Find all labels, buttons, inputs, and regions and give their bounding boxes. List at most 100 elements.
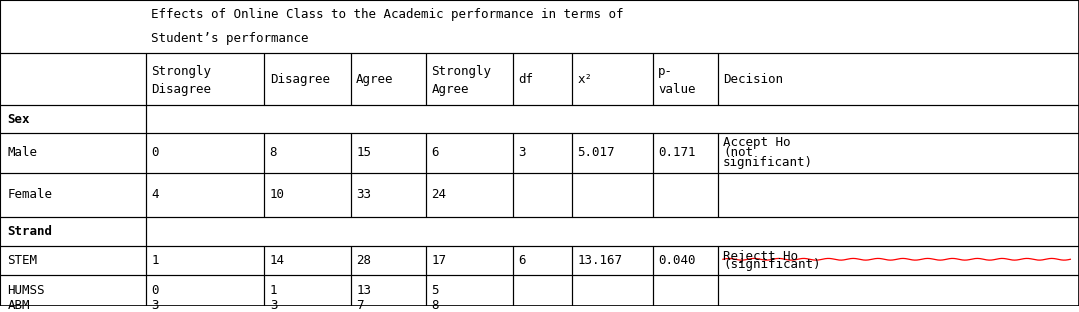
Bar — [0, 105, 146, 133]
Bar — [718, 173, 1079, 217]
Bar — [513, 173, 572, 217]
Bar — [146, 217, 1079, 246]
Bar — [146, 53, 264, 105]
Bar — [653, 133, 718, 173]
Bar — [264, 53, 351, 105]
Text: Strand: Strand — [8, 225, 53, 238]
Text: Decision: Decision — [723, 73, 783, 86]
Bar — [146, 246, 264, 275]
Text: Strongly: Strongly — [151, 65, 211, 78]
Text: 8: 8 — [432, 299, 439, 312]
Bar — [653, 53, 718, 105]
Bar — [351, 133, 426, 173]
Text: Female: Female — [8, 188, 53, 201]
Text: 14: 14 — [270, 254, 285, 267]
Text: Disagree: Disagree — [151, 83, 211, 96]
Text: 6: 6 — [432, 146, 439, 159]
Text: Rejectt Ho: Rejectt Ho — [723, 250, 798, 263]
Bar — [718, 275, 1079, 305]
Text: 4: 4 — [151, 188, 159, 201]
Text: 6: 6 — [518, 254, 525, 267]
Bar — [146, 275, 264, 305]
Text: 5: 5 — [432, 284, 439, 297]
Bar — [426, 53, 513, 105]
Bar — [351, 173, 426, 217]
Bar — [426, 246, 513, 275]
Bar — [351, 246, 426, 275]
Bar — [653, 173, 718, 217]
Text: 1: 1 — [270, 284, 277, 297]
Bar — [0, 246, 146, 275]
Text: 13.167: 13.167 — [577, 254, 623, 267]
Text: Disagree: Disagree — [270, 73, 330, 86]
Text: 3: 3 — [518, 146, 525, 159]
Bar — [0, 173, 146, 217]
Text: 33: 33 — [356, 188, 371, 201]
Bar — [513, 246, 572, 275]
Bar — [572, 53, 653, 105]
Text: 28: 28 — [356, 254, 371, 267]
Bar — [264, 173, 351, 217]
Text: 24: 24 — [432, 188, 447, 201]
Text: Male: Male — [8, 146, 38, 159]
Text: 13: 13 — [356, 284, 371, 297]
Bar — [426, 173, 513, 217]
Bar — [0, 53, 146, 105]
Text: Sex: Sex — [8, 113, 30, 126]
Text: HUMSS: HUMSS — [8, 284, 45, 297]
Bar — [572, 133, 653, 173]
Bar — [513, 53, 572, 105]
Bar — [0, 275, 146, 305]
Text: significant): significant) — [723, 156, 812, 169]
Bar — [572, 275, 653, 305]
Bar — [264, 275, 351, 305]
Text: STEM: STEM — [8, 254, 38, 267]
Bar — [426, 275, 513, 305]
Text: Agree: Agree — [432, 83, 469, 96]
Text: Agree: Agree — [356, 73, 394, 86]
Text: (significant): (significant) — [723, 258, 820, 271]
Text: ABM: ABM — [8, 299, 30, 312]
Bar — [653, 246, 718, 275]
Text: 3: 3 — [270, 299, 277, 312]
Text: 0.040: 0.040 — [658, 254, 696, 267]
Text: 0: 0 — [151, 146, 159, 159]
Bar — [351, 275, 426, 305]
Bar — [0, 217, 146, 246]
Bar — [146, 105, 1079, 133]
Text: 8: 8 — [270, 146, 277, 159]
Text: 17: 17 — [432, 254, 447, 267]
Text: value: value — [658, 83, 696, 96]
Bar — [513, 133, 572, 173]
Text: 10: 10 — [270, 188, 285, 201]
Text: df: df — [518, 73, 533, 86]
Bar — [718, 53, 1079, 105]
Text: x²: x² — [577, 73, 592, 86]
Text: 15: 15 — [356, 146, 371, 159]
Text: Strongly: Strongly — [432, 65, 492, 78]
Bar — [572, 173, 653, 217]
Bar — [264, 246, 351, 275]
Text: (not: (not — [723, 146, 753, 159]
Bar — [426, 133, 513, 173]
Text: 3: 3 — [151, 299, 159, 312]
Bar — [653, 275, 718, 305]
Text: p-: p- — [658, 65, 673, 78]
Bar — [0, 0, 1079, 53]
Bar — [0, 133, 146, 173]
Text: Accept Ho: Accept Ho — [723, 136, 791, 149]
Bar — [351, 53, 426, 105]
Bar — [718, 246, 1079, 275]
Text: 0.171: 0.171 — [658, 146, 696, 159]
Bar — [718, 133, 1079, 173]
Bar — [146, 133, 264, 173]
Text: 5.017: 5.017 — [577, 146, 615, 159]
Text: 7: 7 — [356, 299, 364, 312]
Bar — [513, 275, 572, 305]
Bar — [264, 133, 351, 173]
Text: Effects of Online Class to the Academic performance in terms of: Effects of Online Class to the Academic … — [151, 8, 624, 22]
Text: 0: 0 — [151, 284, 159, 297]
Text: Student’s performance: Student’s performance — [151, 32, 309, 45]
Text: 1: 1 — [151, 254, 159, 267]
Bar — [572, 246, 653, 275]
